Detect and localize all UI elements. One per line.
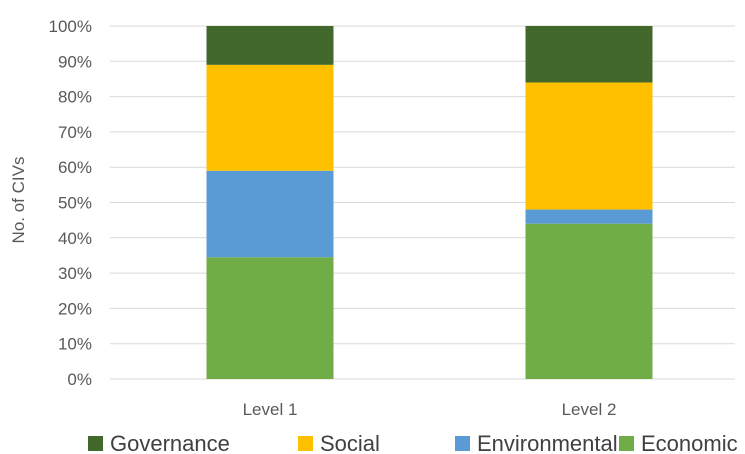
bar-segment-governance [206, 26, 334, 65]
bar-segment-social [525, 82, 653, 210]
legend-label: Social [320, 431, 380, 454]
bar-segment-environmental [525, 209, 653, 224]
y-tick-label: 60% [58, 158, 92, 177]
y-tick-label: 90% [58, 52, 92, 71]
bar-segment-governance [525, 26, 653, 83]
y-tick-label: 40% [58, 229, 92, 248]
legend-swatch [88, 436, 103, 451]
legend-swatch [619, 436, 634, 451]
legend: Governance Social Environmental Economic [88, 431, 738, 454]
bars [206, 26, 653, 379]
bar-segment-social [206, 64, 334, 171]
y-tick-label: 50% [58, 194, 92, 213]
y-axis-title: No. of CIVs [9, 157, 28, 244]
x-category-label: Level 1 [243, 400, 298, 419]
y-tick-label: 30% [58, 264, 92, 283]
bar-segment-economic [525, 223, 653, 379]
y-tick-label: 100% [49, 17, 92, 36]
legend-label: Governance [110, 431, 230, 454]
y-tick-label: 20% [58, 299, 92, 318]
x-axis-categories: Level 1 Level 2 [243, 400, 617, 419]
legend-label: Economic [641, 431, 738, 454]
legend-label: Environmental [477, 431, 618, 454]
y-tick-label: 80% [58, 88, 92, 107]
bar-segment-economic [206, 257, 334, 379]
y-tick-label: 0% [67, 370, 92, 389]
legend-swatch [455, 436, 470, 451]
x-category-label: Level 2 [562, 400, 617, 419]
legend-swatch [298, 436, 313, 451]
y-axis-ticks: 0% 10% 20% 30% 40% 50% 60% 70% 80% 90% 100% [49, 17, 92, 389]
y-tick-label: 70% [58, 123, 92, 142]
y-tick-label: 10% [58, 335, 92, 354]
bar-segment-environmental [206, 170, 334, 258]
